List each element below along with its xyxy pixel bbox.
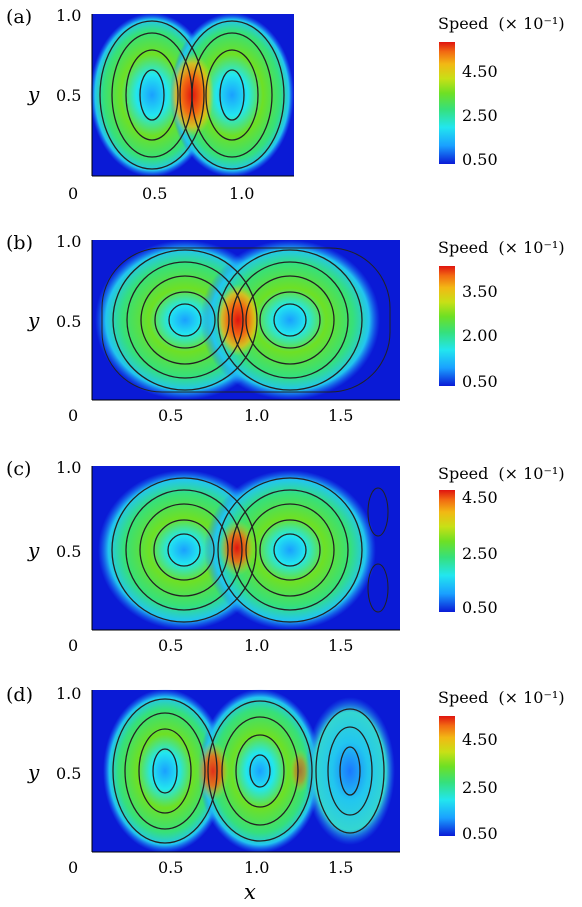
panel-d-ytick-1: 1.0 [56, 684, 82, 703]
panel-a-cb-tick-mid: 2.50 [462, 106, 498, 125]
panel-a-label: (a) [6, 6, 33, 28]
panel-c-colorbar-title-text: Speed [438, 464, 489, 483]
panel-d-vortex-right [305, 697, 395, 845]
panel-b: (b) y 1.0 0.5 0 0.5 1.0 1.5 [0, 226, 582, 446]
panel-d-y-label: y [28, 760, 40, 784]
panel-d-vortex-middle [198, 689, 322, 853]
panel-a-colorbar-title-text: Speed [438, 14, 489, 33]
panel-b-cb-tick-low: 0.50 [462, 372, 498, 391]
panel-d-contour-plot [91, 689, 400, 853]
panel-b-xtick-05: 0.5 [158, 406, 184, 425]
panel-c-xtick-1: 1.0 [244, 636, 270, 655]
panel-c-ytick-05: 0.5 [56, 542, 82, 561]
panel-b-hotspot [216, 284, 260, 356]
panel-d-colorbar [439, 716, 455, 836]
panel-b-colorbar-multiplier: (× 10⁻¹) [498, 238, 565, 257]
panel-b-contour-plot [91, 240, 400, 401]
panel-d-xtick-05: 0.5 [158, 858, 184, 877]
panel-b-colorbar-title-text: Speed [438, 238, 489, 257]
panel-a-colorbar-title: Speed (× 10⁻¹) [438, 14, 565, 33]
panel-c-xtick-0: 0 [68, 636, 79, 655]
panel-c-colorbar-title: Speed (× 10⁻¹) [438, 464, 565, 483]
panel-d-colorbar-title-text: Speed [438, 688, 489, 707]
panel-a-xtick-05: 0.5 [142, 184, 168, 203]
panel-d-cb-tick-mid: 2.50 [462, 778, 498, 797]
panel-b-ytick-1: 1.0 [56, 232, 82, 251]
panel-d-xtick-0: 0 [68, 858, 79, 877]
panel-d-hotspot [197, 741, 229, 801]
panel-c-ytick-1: 1.0 [56, 458, 82, 477]
panel-d-colorbar-title: Speed (× 10⁻¹) [438, 688, 565, 707]
panel-c-contour-plot [91, 466, 400, 631]
panel-b-colorbar-title: Speed (× 10⁻¹) [438, 238, 565, 257]
panel-a-xtick-0: 0 [68, 184, 79, 203]
panel-a-y-label: y [28, 82, 40, 106]
panel-c-cb-tick-top: 4.50 [462, 488, 498, 507]
panel-d: (d) y 1.0 0.5 0 0.5 1.0 1.5 [0, 678, 582, 898]
panel-a-ytick-05: 0.5 [56, 86, 82, 105]
panel-b-ytick-05: 0.5 [56, 312, 82, 331]
panel-d-colorbar-multiplier: (× 10⁻¹) [498, 688, 565, 707]
panel-b-cb-tick-mid: 2.00 [462, 326, 498, 345]
panel-c-xtick-15: 1.5 [328, 636, 354, 655]
panel-c-cb-tick-mid: 2.50 [462, 544, 498, 563]
panel-d-xtick-1: 1.0 [244, 858, 270, 877]
panel-b-cb-tick-top: 3.50 [462, 282, 498, 301]
panel-c: (c) y 1.0 0.5 0 0.5 1.0 1.5 [0, 452, 582, 672]
panel-c-cb-tick-low: 0.50 [462, 598, 498, 617]
panel-a-colorbar [439, 42, 455, 164]
panel-a-contour-plot [90, 13, 294, 177]
panel-a-cb-tick-low: 0.50 [462, 150, 498, 169]
panel-a-vortex-right [170, 13, 294, 177]
panel-b-xtick-0: 0 [68, 406, 79, 425]
panel-a-xtick-1: 1.0 [229, 184, 255, 203]
panel-c-y-label: y [28, 538, 40, 562]
panel-d-cb-tick-low: 0.50 [462, 824, 498, 843]
panel-d-label: (d) [6, 684, 33, 706]
panel-d-hotspot-2 [290, 749, 310, 793]
panel-a-colorbar-multiplier: (× 10⁻¹) [498, 14, 565, 33]
panel-b-y-label: y [28, 308, 40, 332]
panel-b-colorbar [439, 266, 455, 386]
x-axis-label: x [244, 880, 256, 904]
panel-c-colorbar [439, 490, 455, 612]
panel-c-hotspot [219, 520, 255, 576]
panel-d-vortex-left [103, 689, 227, 853]
panel-b-label: (b) [6, 232, 33, 254]
panel-b-xtick-1: 1.0 [244, 406, 270, 425]
panel-c-label: (c) [6, 458, 32, 480]
panel-a-ytick-1: 1.0 [56, 6, 82, 25]
panel-c-xtick-05: 0.5 [158, 636, 184, 655]
panel-d-xtick-15: 1.5 [328, 858, 354, 877]
panel-a-cb-tick-top: 4.50 [462, 62, 498, 81]
panel-d-cb-tick-top: 4.50 [462, 730, 498, 749]
panel-a: (a) y 1.0 0.5 0 0.5 1.0 [0, 0, 582, 220]
panel-d-ytick-05: 0.5 [56, 764, 82, 783]
panel-c-colorbar-multiplier: (× 10⁻¹) [498, 464, 565, 483]
panel-b-xtick-15: 1.5 [328, 406, 354, 425]
